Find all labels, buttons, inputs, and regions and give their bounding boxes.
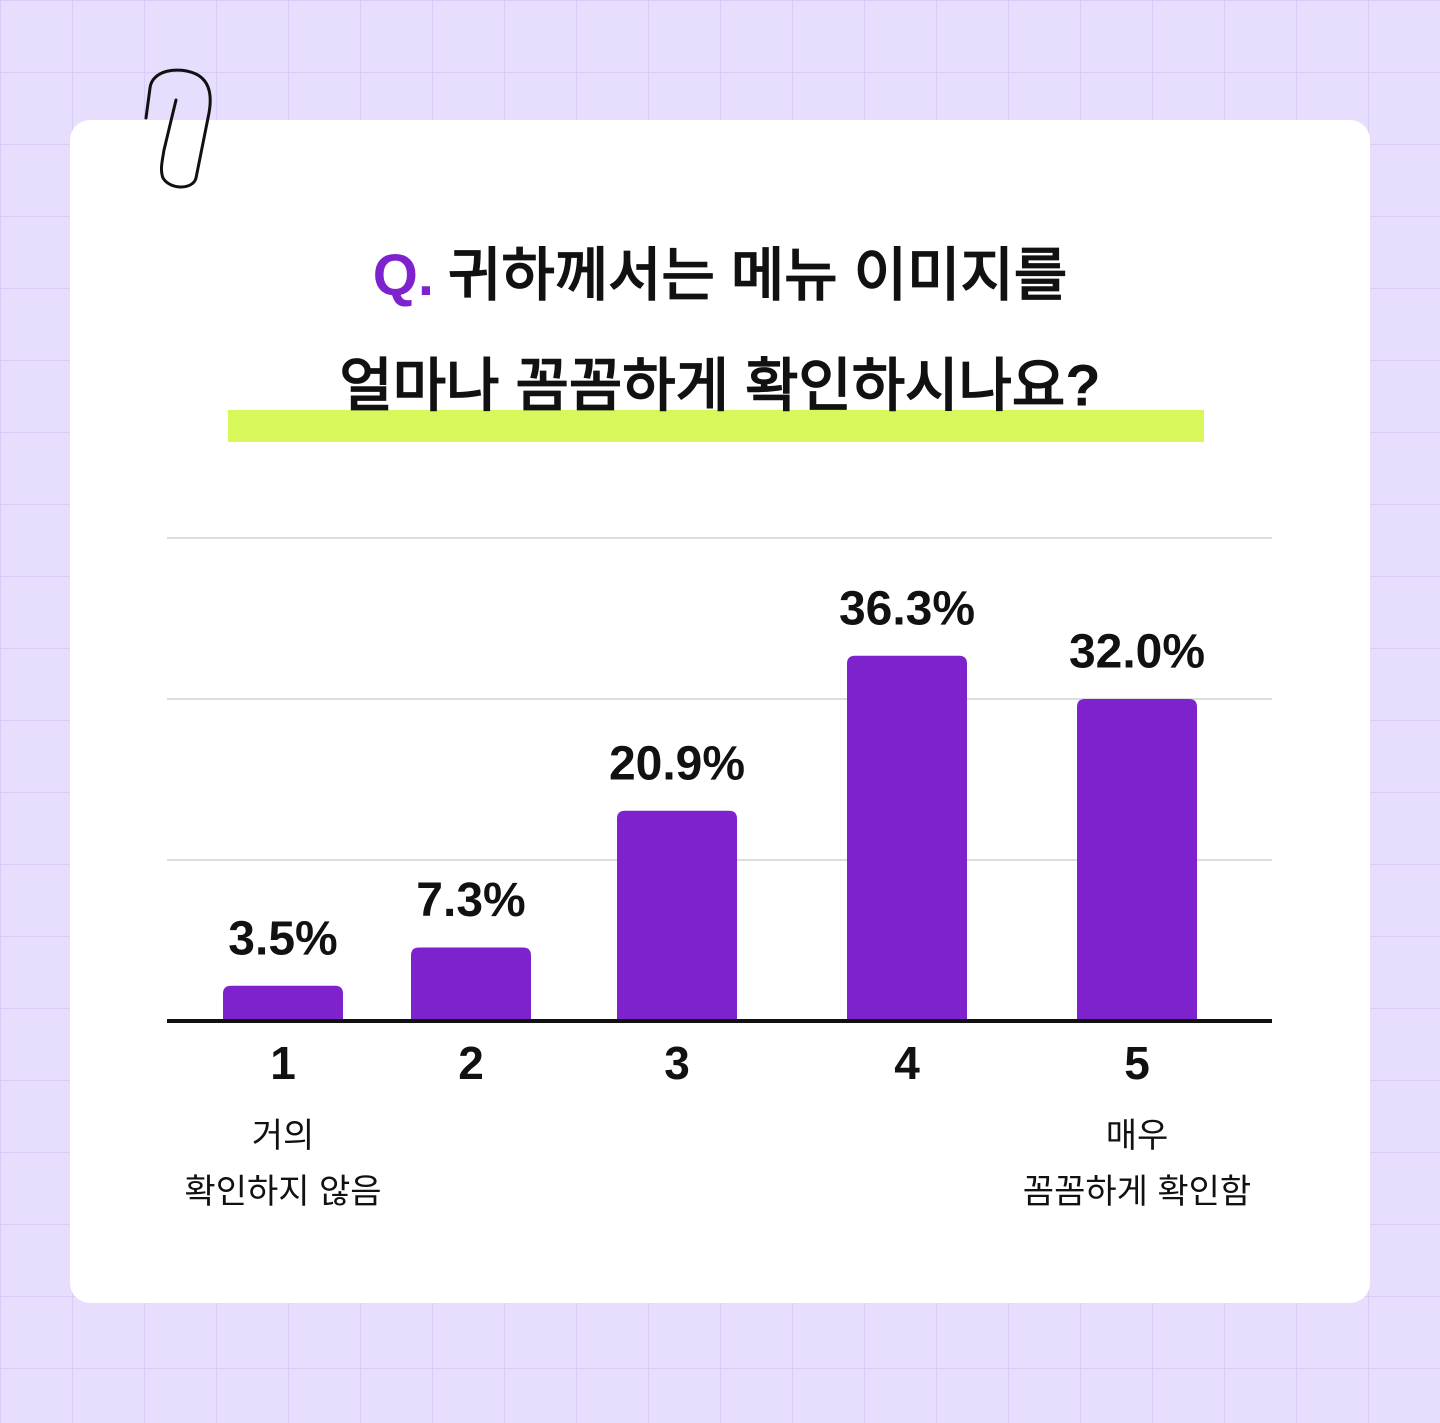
bar <box>847 655 967 1021</box>
chart-title: Q. 귀하께서는 메뉴 이미지를 <box>373 243 1067 308</box>
paperclip <box>148 68 212 189</box>
bar <box>617 810 737 1021</box>
title-line: 귀하께서는 메뉴 이미지를 <box>448 243 1067 308</box>
category-note: 거의 <box>252 1117 315 1155</box>
bar <box>411 947 531 1021</box>
bar <box>1077 699 1197 1021</box>
category-note: 확인하지 않음 <box>184 1173 381 1211</box>
x-tick-label: 5 <box>1124 1037 1150 1089</box>
value-label: 32.0% <box>1069 626 1205 679</box>
x-tick-label: 2 <box>458 1037 484 1089</box>
category-note: 매우 <box>1106 1117 1169 1155</box>
x-tick-label: 4 <box>894 1037 920 1089</box>
title-marker: Q. <box>373 243 434 308</box>
x-tick-label: 3 <box>664 1037 690 1089</box>
value-label: 7.3% <box>416 874 525 927</box>
title-line: 얼마나 꼼꼼하게 확인하시나요? <box>339 353 1100 418</box>
category-note: 꼼꼼하게 확인함 <box>1023 1173 1251 1211</box>
value-label: 3.5% <box>228 912 337 965</box>
bar <box>223 985 343 1021</box>
value-label: 36.3% <box>839 582 975 635</box>
title-highlight <box>228 410 1204 442</box>
paperclip <box>144 86 152 120</box>
value-label: 20.9% <box>609 737 745 790</box>
x-tick-label: 1 <box>270 1037 296 1089</box>
